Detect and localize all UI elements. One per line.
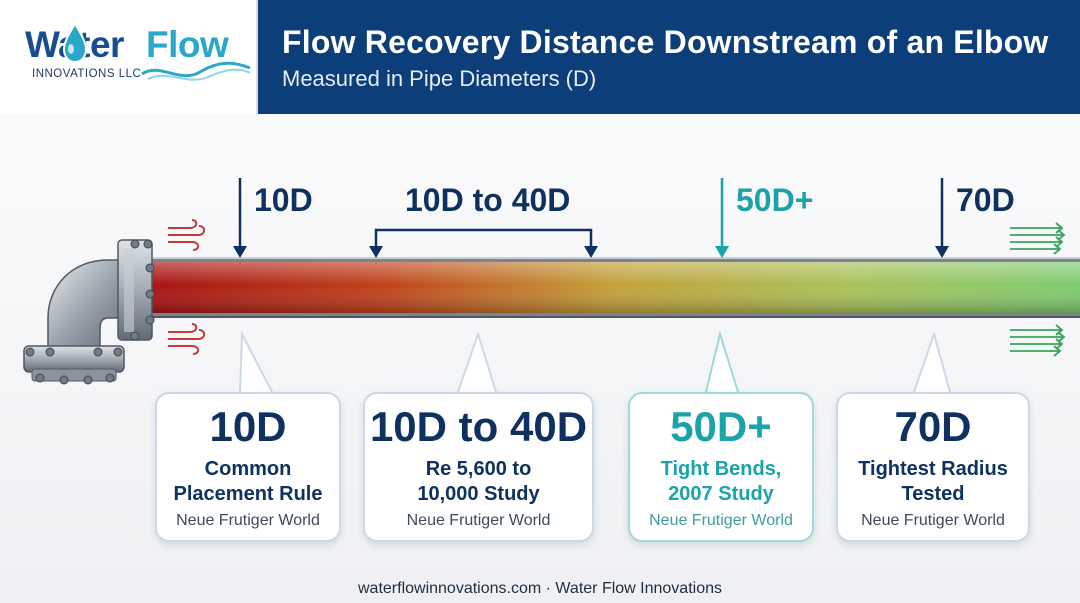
marker-bracket-10d-40d <box>369 228 598 258</box>
card-description: Tight Bends, 2007 Study <box>634 457 808 507</box>
card-desc-line2: Tested <box>901 483 965 505</box>
logo-word-flow: Flow <box>146 24 229 65</box>
card-desc-line1: Tightest Radius <box>858 458 1008 480</box>
card-value: 10D <box>209 403 287 450</box>
card-desc-line1: Re 5,600 to <box>425 458 532 480</box>
card-value: 10D to 40D <box>369 403 588 450</box>
pipe-elbow-icon <box>23 239 155 385</box>
water-drop-icon <box>62 22 88 64</box>
info-card-10d: 10D Common Placement Rule Neue Frutiger … <box>155 392 341 542</box>
card-description: Common Placement Rule <box>161 457 335 507</box>
marker-arrow-70d <box>935 178 949 258</box>
card-value: 70D <box>894 403 972 450</box>
turbulent-flow-icon <box>168 219 206 355</box>
card-source: Neue Frutiger World <box>406 512 551 529</box>
card-desc-line1: Tight Bends, <box>660 458 782 480</box>
info-card-10d-40d: 10D to 40D Re 5,600 to 10,000 Study Neue… <box>363 392 594 542</box>
header-banner: Water Flow INNOVATIONS LLC Flow Recovery… <box>0 0 1080 114</box>
page-subtitle: Measured in Pipe Diameters (D) <box>282 66 597 91</box>
wave-icon <box>141 61 251 81</box>
card-value: 50D+ <box>670 403 772 450</box>
info-card-70d: 70D Tightest Radius Tested Neue Frutiger… <box>836 392 1030 542</box>
card-desc-line1: Common <box>204 458 292 480</box>
callout-pointers <box>239 330 951 393</box>
card-desc-line2: Placement Rule <box>173 483 323 505</box>
marker-label-70d: 70D <box>956 182 1015 218</box>
page-title: Flow Recovery Distance Downstream of an … <box>282 24 1049 60</box>
company-logo: Water Flow INNOVATIONS LLC <box>0 0 258 114</box>
info-card-50d: 50D+ Tight Bends, 2007 Study Neue Frutig… <box>628 392 814 542</box>
marker-arrow-10d <box>233 178 247 258</box>
laminar-flow-icon <box>1010 222 1066 357</box>
card-source: Neue Frutiger World <box>861 512 1005 529</box>
footer-text: waterflowinnovations.com · Water Flow In… <box>358 580 722 597</box>
card-desc-line2: 10,000 Study <box>417 483 540 505</box>
card-desc-line2: 2007 Study <box>668 483 774 505</box>
marker-label-10d: 10D <box>254 182 313 218</box>
logo-subtext: INNOVATIONS LLC <box>32 68 142 80</box>
card-source: Neue Frutiger World <box>649 512 793 529</box>
marker-label-10d-40d: 10D to 40D <box>405 182 571 218</box>
marker-label-50d: 50D+ <box>736 182 814 218</box>
card-description: Re 5,600 to 10,000 Study <box>369 457 588 507</box>
marker-arrow-50d <box>715 178 729 258</box>
pipe-body <box>150 257 1080 318</box>
card-description: Tightest Radius Tested <box>842 457 1024 507</box>
card-source: Neue Frutiger World <box>176 512 320 529</box>
